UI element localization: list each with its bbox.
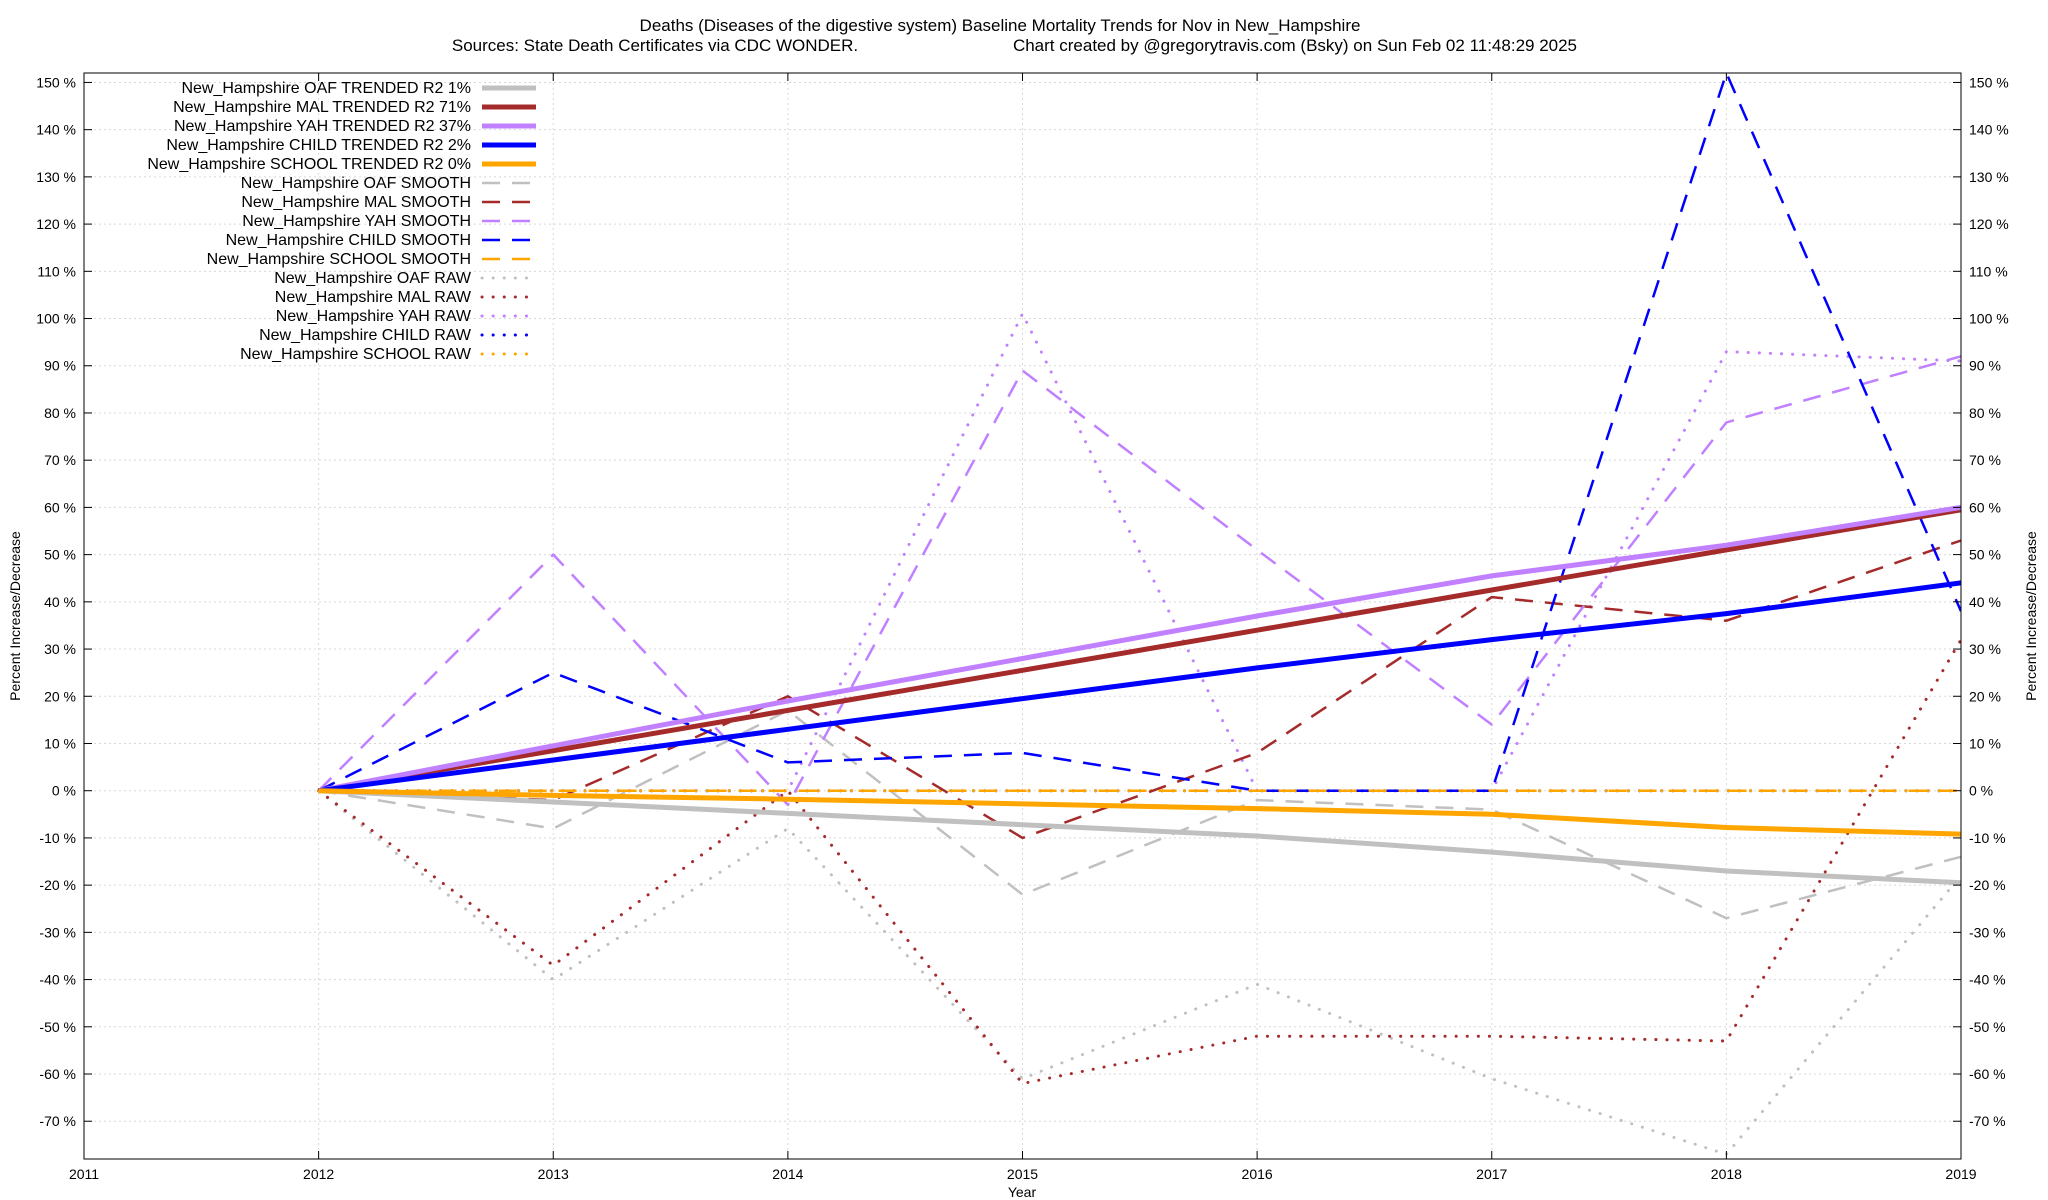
y-tick-label-left: 110 % [37,263,76,279]
series-line-solid [318,788,1961,886]
y-tick-label-right: 110 % [1969,263,2008,279]
y-tick-label-left: 50 % [44,547,76,563]
legend-label: New_Hampshire YAH RAW [276,308,472,325]
series-line-dashed [317,355,1961,807]
plot-area [317,73,1961,1156]
y-tick-label-right: 150 % [1969,74,2009,90]
x-axis-label: Year [1008,1184,1037,1200]
y-tick-label-left: 130 % [36,169,76,185]
y-tick-label-left: 100 % [36,311,76,327]
series-line-solid [318,507,1961,794]
y-tick-label-right: 60 % [1969,499,2001,515]
legend-label: New_Hampshire MAL SMOOTH [241,194,471,211]
y-tick-label-left: -50 % [39,1019,76,1035]
legend: New_Hampshire OAF TRENDED R2 1% New_Hamps… [147,80,538,363]
legend-label: New_Hampshire SCHOOL TRENDED R2 0% [147,156,471,173]
x-tick-label: 2019 [1945,1166,1976,1182]
legend-label: New_Hampshire CHILD RAW [259,327,472,344]
y-tick-label-right: -70 % [1969,1113,2006,1129]
legend-label: New_Hampshire YAH SMOOTH [242,213,471,230]
y-tick-label-left: 80 % [44,405,76,421]
y-tick-label-left: 120 % [36,216,76,232]
series-lines [317,73,1961,1156]
y-tick-label-right: -20 % [1969,877,2006,893]
y-tick-label-left: 0 % [52,783,76,799]
y-tick-label-right: 50 % [1969,547,2001,563]
chart-credit: Chart created by @gregorytravis.com (Bsk… [1013,36,1577,55]
y-tick-label-right: 80 % [1969,405,2001,421]
y-tick-label-left: 40 % [44,594,76,610]
legend-label: New_Hampshire MAL TRENDED R2 71% [173,99,471,116]
y-tick-label-left: 10 % [44,735,76,751]
x-tick-label: 2012 [303,1166,334,1182]
legend-label: New_Hampshire YAH TRENDED R2 37% [174,118,471,135]
y-tick-label-left: 90 % [44,358,76,374]
legend-label: New_Hampshire CHILD TRENDED R2 2% [166,137,471,154]
y-tick-label-right: 30 % [1969,641,2001,657]
y-tick-label-left: -40 % [39,972,76,988]
y-tick-label-right: 40 % [1969,594,2001,610]
y-tick-label-left: -30 % [39,924,76,940]
series-line-dashed [318,73,1961,792]
y-axis-label-left: Percent Increase/Decrease [7,531,23,701]
chart-title: Deaths (Diseases of the digestive system… [640,16,1361,35]
chart-source: Sources: State Death Certificates via CD… [452,36,858,55]
y-tick-label-left: -20 % [39,877,76,893]
x-tick-label: 2018 [1711,1166,1742,1182]
x-tick-label: 2014 [772,1166,803,1182]
y-tick-label-right: 10 % [1969,735,2001,751]
axis-ticks: 150 % 150 % 140 % 140 % 130 % 130 % 120 % 120 %… [36,73,2009,1182]
series-line-dotted [317,312,1961,793]
y-axis-label-right: Percent Increase/Decrease [2023,531,2039,701]
y-tick-label-right: -60 % [1969,1066,2006,1082]
series-line-dotted [317,638,1961,1085]
series-line-dashed [318,709,1961,920]
legend-label: New_Hampshire CHILD SMOOTH [226,232,471,249]
y-tick-label-right: 130 % [1969,169,2009,185]
series-line-solid [318,504,1961,794]
x-tick-label: 2013 [538,1166,569,1182]
x-tick-label: 2015 [1007,1166,1038,1182]
series-line-dashed [318,539,1961,840]
y-tick-label-left: 150 % [36,74,76,90]
y-tick-label-left: 30 % [44,641,76,657]
legend-label: New_Hampshire MAL RAW [275,289,472,306]
y-tick-label-right: 20 % [1969,688,2001,704]
y-tick-label-left: -60 % [39,1066,76,1082]
x-tick-label: 2011 [69,1166,99,1182]
series-line-solid [318,580,1961,794]
y-tick-label-left: -70 % [39,1113,76,1129]
legend-label: New_Hampshire OAF RAW [274,270,472,287]
series-line-dotted [317,789,1961,1156]
legend-label: New_Hampshire SCHOOL SMOOTH [207,251,471,268]
y-tick-label-right: 90 % [1969,358,2001,374]
y-tick-label-left: 60 % [44,499,76,515]
y-tick-label-left: 70 % [44,452,76,468]
legend-label: New_Hampshire OAF SMOOTH [241,175,471,192]
y-tick-label-right: 70 % [1969,452,2001,468]
legend-label: New_Hampshire SCHOOL RAW [240,346,472,363]
y-tick-label-right: 0 % [1969,783,1993,799]
y-tick-label-right: 120 % [1969,216,2009,232]
y-tick-label-left: 140 % [36,122,76,138]
x-tick-label: 2017 [1476,1166,1507,1182]
y-tick-label-right: 100 % [1969,311,2009,327]
y-tick-label-left: 20 % [44,688,76,704]
legend-label: New_Hampshire OAF TRENDED R2 1% [181,80,471,97]
y-tick-label-right: -30 % [1969,924,2006,940]
series-line-solid [318,788,1961,837]
y-tick-label-right: -50 % [1969,1019,2006,1035]
y-tick-label-right: -40 % [1969,972,2006,988]
x-tick-label: 2016 [1242,1166,1273,1182]
y-tick-label-left: -10 % [39,830,76,846]
y-tick-label-right: 140 % [1969,122,2009,138]
y-tick-label-right: -10 % [1969,830,2006,846]
